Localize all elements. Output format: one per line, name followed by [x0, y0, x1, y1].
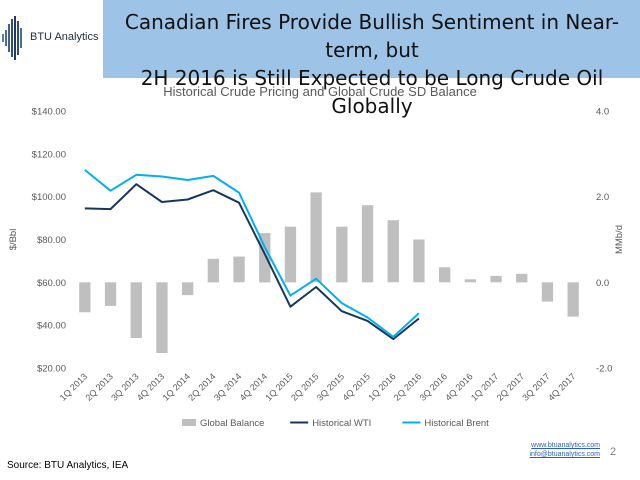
logo-text: BTU Analytics	[30, 31, 99, 43]
balance-bar	[130, 282, 142, 338]
balance-bar	[104, 282, 117, 306]
chart-title: Historical Crude Pricing and Global Crud…	[163, 84, 477, 99]
left-tick-label: $100.00	[32, 192, 66, 203]
legend-label: Historical Brent	[424, 418, 489, 429]
balance-bar	[516, 273, 528, 283]
legend-label: Global Balance	[200, 418, 264, 429]
left-tick-label: $60.00	[37, 278, 66, 289]
website-link[interactable]: www.btuanalytics.com	[531, 442, 600, 449]
balance-bar	[413, 239, 425, 283]
left-tick-label: $140.00	[32, 107, 66, 118]
historical-brent-line	[84, 169, 420, 338]
legend: Global Balance Historical WTI Historical B…	[182, 418, 489, 429]
balance-bar	[541, 282, 554, 302]
legend-swatch-bar	[182, 419, 196, 426]
email-link[interactable]: info@btuanalytics.com	[529, 451, 600, 458]
legend-label: Historical WTI	[312, 418, 371, 429]
balance-bar	[464, 279, 476, 283]
balance-bar	[387, 220, 399, 283]
balance-bar	[79, 282, 91, 313]
right-tick-label: 4.0	[596, 107, 609, 118]
balance-bar	[490, 275, 502, 283]
right-tick-label: 2.0	[596, 192, 609, 203]
right-tick-label: 0.0	[596, 278, 609, 289]
balance-bar	[361, 205, 374, 283]
logo-bars-icon	[2, 16, 22, 60]
left-tick-label: $40.00	[37, 321, 66, 332]
left-tick-label: $20.00	[37, 364, 66, 375]
balance-bar	[567, 282, 579, 317]
balance-bar	[207, 258, 219, 283]
balance-bar	[233, 256, 245, 283]
page-number: 2	[610, 446, 617, 458]
historical-wti-line	[84, 183, 420, 341]
balance-bar	[259, 233, 271, 283]
balance-bar	[182, 282, 194, 296]
source-note: Source: BTU Analytics, IEA	[7, 460, 129, 471]
line-series	[84, 169, 420, 341]
bar-series	[79, 192, 579, 353]
category-label: 4Q 2017	[546, 371, 577, 402]
left-tick-label: $80.00	[37, 235, 66, 246]
balance-bar	[284, 226, 297, 283]
balance-bar	[336, 226, 348, 283]
balance-bar	[439, 267, 451, 283]
footer-links: www.btuanalytics.com info@btuanalytics.c…	[500, 441, 600, 459]
left-axis-title: $/Bbl	[8, 229, 19, 251]
right-axis-title: MMb/d	[614, 225, 625, 254]
balance-bar	[310, 192, 322, 283]
title-line-1: Canadian Fires Provide Bullish Sentiment…	[124, 10, 620, 62]
balance-bar	[156, 282, 168, 353]
right-tick-label: -2.0	[596, 364, 612, 375]
left-tick-label: $120.00	[32, 149, 66, 160]
logo: BTU Analytics	[0, 0, 103, 78]
slide-header: BTU Analytics Canadian Fires Provide Bul…	[0, 0, 640, 118]
title-line-2: 2H 2016 is Still Expected to be Long Cru…	[140, 66, 604, 118]
crude-chart: Historical Crude Pricing and Global Crud…	[8, 84, 625, 429]
page-title: Canadian Fires Provide Bullish Sentiment…	[108, 8, 636, 120]
